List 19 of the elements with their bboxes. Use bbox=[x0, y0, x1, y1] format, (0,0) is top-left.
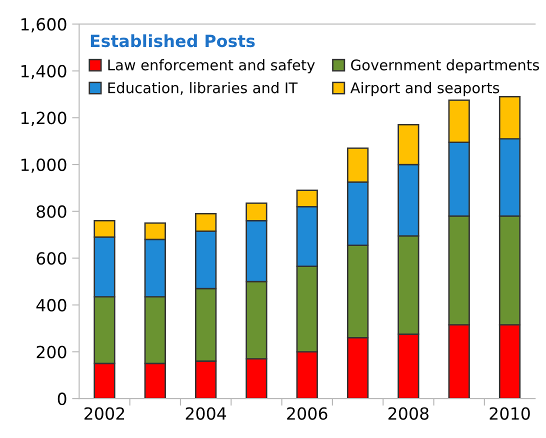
legend-title: Established Posts bbox=[90, 34, 255, 48]
x-tick-label: 2008 bbox=[388, 407, 429, 420]
x-tick-label: 2004 bbox=[186, 407, 226, 420]
x-tick-label: 2006 bbox=[287, 407, 328, 420]
y-tick-label: 1,000 bbox=[21, 158, 66, 173]
y-tick-label: 1,600 bbox=[21, 18, 66, 32]
x-tick-label: 2010 bbox=[490, 407, 530, 420]
y-tick-label: 600 bbox=[36, 252, 66, 265]
y-tick-label: 800 bbox=[36, 205, 66, 218]
y-tick-label: 1,200 bbox=[21, 112, 66, 126]
y-tick-label: 1,400 bbox=[21, 64, 66, 80]
legend-label: Airport and seaports bbox=[350, 82, 500, 96]
legend-label: Government departments bbox=[351, 59, 540, 74]
legend-label: Education, libraries and IT bbox=[108, 82, 298, 95]
y-tick-label: 200 bbox=[36, 346, 66, 358]
legend-label: Law enforcement and safety bbox=[108, 59, 315, 74]
y-tick-label: 0 bbox=[58, 392, 66, 406]
x-tick-label: 2002 bbox=[84, 407, 124, 420]
y-tick-label: 400 bbox=[36, 298, 66, 312]
